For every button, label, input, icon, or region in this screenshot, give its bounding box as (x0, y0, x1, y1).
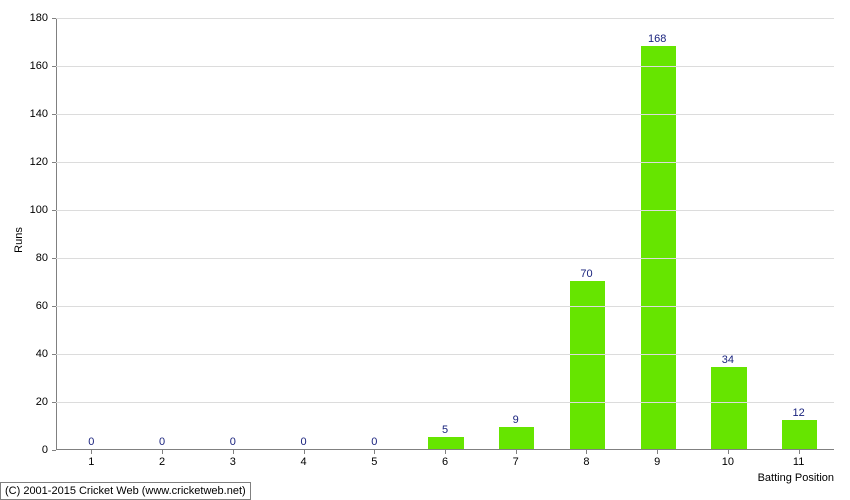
bar (641, 46, 676, 449)
gridline (56, 306, 834, 307)
y-tick-label: 0 (0, 444, 48, 456)
x-tick-mark (799, 450, 800, 454)
x-tick-label: 3 (230, 456, 236, 468)
bar-value-label: 34 (722, 354, 734, 366)
bar (711, 367, 746, 449)
x-tick-label: 2 (159, 456, 165, 468)
bar (499, 427, 534, 449)
bar (428, 437, 463, 449)
x-tick-mark (657, 450, 658, 454)
bar-value-label: 5 (442, 424, 448, 436)
x-tick-mark (304, 450, 305, 454)
gridline (56, 402, 834, 403)
gridline (56, 18, 834, 19)
y-tick-label: 120 (0, 156, 48, 168)
y-tick-label: 100 (0, 204, 48, 216)
bar-value-label: 0 (300, 436, 306, 448)
gridline (56, 162, 834, 163)
bar-value-label: 0 (230, 436, 236, 448)
chart-container: Runs Batting Position (C) 2001-2015 Cric… (0, 0, 850, 500)
x-axis-title: Batting Position (758, 472, 834, 484)
copyright-label: (C) 2001-2015 Cricket Web (www.cricketwe… (0, 482, 251, 500)
y-tick-label: 20 (0, 396, 48, 408)
y-tick-label: 40 (0, 348, 48, 360)
gridline (56, 258, 834, 259)
y-tick-mark (52, 402, 56, 403)
y-tick-mark (52, 18, 56, 19)
gridline (56, 354, 834, 355)
x-tick-label: 4 (300, 456, 306, 468)
y-tick-mark (52, 66, 56, 67)
x-tick-label: 10 (722, 456, 734, 468)
bar-value-label: 0 (88, 436, 94, 448)
x-tick-label: 6 (442, 456, 448, 468)
gridline (56, 114, 834, 115)
bar-value-label: 168 (648, 33, 666, 45)
x-tick-mark (162, 450, 163, 454)
x-tick-mark (374, 450, 375, 454)
bar-value-label: 9 (513, 414, 519, 426)
y-tick-mark (52, 450, 56, 451)
x-tick-mark (516, 450, 517, 454)
bar-value-label: 0 (371, 436, 377, 448)
bar-value-label: 70 (580, 268, 592, 280)
x-tick-mark (586, 450, 587, 454)
x-tick-mark (91, 450, 92, 454)
y-tick-label: 60 (0, 300, 48, 312)
gridline (56, 210, 834, 211)
y-tick-label: 80 (0, 252, 48, 264)
y-tick-label: 180 (0, 12, 48, 24)
bar (782, 420, 817, 449)
gridline (56, 66, 834, 67)
y-tick-mark (52, 114, 56, 115)
y-tick-mark (52, 258, 56, 259)
x-tick-mark (728, 450, 729, 454)
x-tick-label: 9 (654, 456, 660, 468)
y-tick-label: 140 (0, 108, 48, 120)
bar-value-label: 0 (159, 436, 165, 448)
y-axis-title: Runs (13, 227, 25, 253)
y-tick-label: 160 (0, 60, 48, 72)
x-tick-mark (233, 450, 234, 454)
x-tick-label: 1 (88, 456, 94, 468)
x-tick-label: 11 (793, 456, 804, 468)
x-tick-mark (445, 450, 446, 454)
plot-area (56, 18, 834, 450)
y-tick-mark (52, 306, 56, 307)
x-tick-label: 5 (371, 456, 377, 468)
y-tick-mark (52, 162, 56, 163)
y-tick-mark (52, 210, 56, 211)
bar-value-label: 12 (793, 407, 805, 419)
y-tick-mark (52, 354, 56, 355)
x-tick-label: 8 (583, 456, 589, 468)
x-tick-label: 7 (513, 456, 519, 468)
